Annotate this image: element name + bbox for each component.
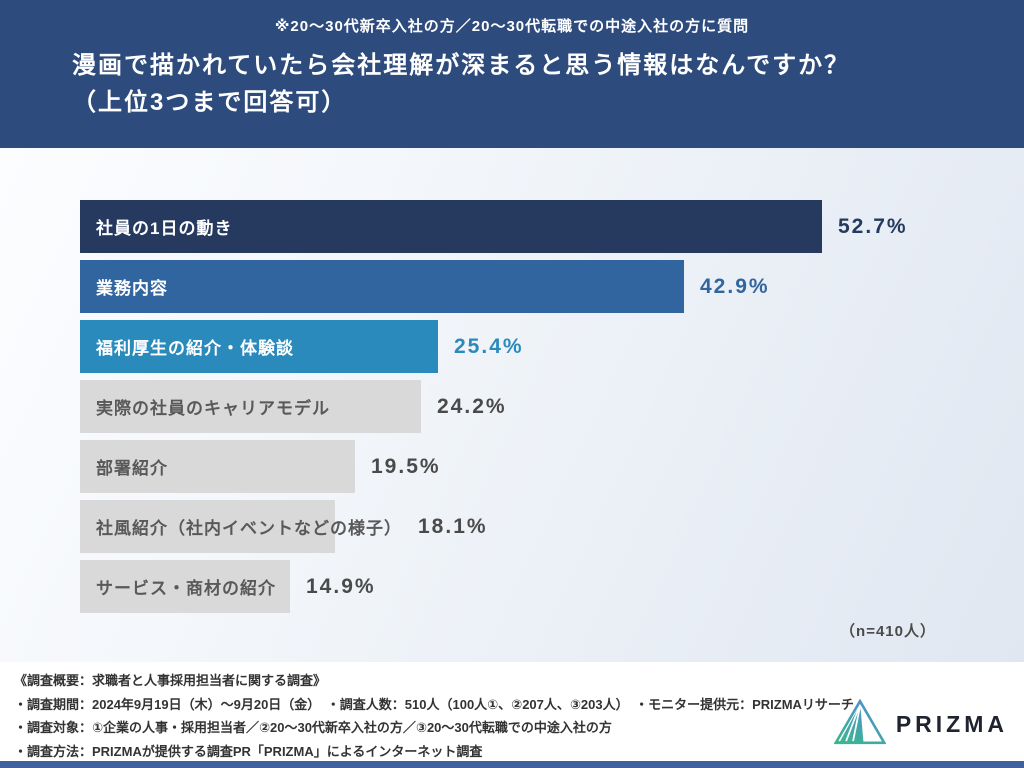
bar-fill bbox=[80, 380, 421, 433]
survey-footer: 《調査概要：求職者と人事採用担当者に関する調査》 ・調査期間：2024年9月19… bbox=[0, 662, 1024, 762]
bar-category-label: サービス・商材の紹介 bbox=[96, 579, 276, 598]
bar-category-label: 実際の社員のキャリアモデル bbox=[96, 399, 330, 418]
page-title-line2: （上位3つまで回答可） bbox=[72, 89, 348, 116]
bar-value-label: 52.7% bbox=[838, 214, 908, 238]
bar-chart: 社員の1日の動き 52.7% 業務内容 42.9% 福利厚生の紹介・体験談 25.4% 実際… bbox=[80, 200, 1024, 613]
prizma-logo: PRIZMA bbox=[833, 698, 1008, 750]
header: ※20〜30代新卒入社の方／20〜30代転職での中途入社の方に質問 漫画で描かれ… bbox=[0, 0, 1024, 148]
survey-subjects-line: ・調査対象：①企業の人事・採用担当者／②20〜30代新卒入社の方／③20〜30代… bbox=[14, 720, 612, 735]
prizma-logo-text: PRIZMA bbox=[895, 711, 1008, 737]
bar-category-label: 社風紹介（社内イベントなどの様子） bbox=[96, 519, 402, 538]
bar-category-label: 部署紹介 bbox=[96, 459, 168, 478]
bar-row: 実際の社員のキャリアモデル 24.2% bbox=[80, 380, 1024, 433]
bar-fill bbox=[80, 260, 684, 313]
bar-fill bbox=[80, 320, 438, 373]
bar-value-label: 24.2% bbox=[437, 394, 507, 418]
survey-period-line: ・調査期間：2024年9月19日（木）〜9月20日（金） ・調査人数：510人（… bbox=[14, 696, 854, 712]
bar-value-label: 25.4% bbox=[454, 334, 524, 358]
survey-overview-line: 《調査概要：求職者と人事採用担当者に関する調査》 bbox=[14, 673, 327, 688]
bar-row: 社風紹介（社内イベントなどの様子） 18.1% bbox=[80, 500, 1024, 553]
survey-target-note: ※20〜30代新卒入社の方／20〜30代転職での中途入社の方に質問 bbox=[274, 18, 750, 35]
bar-value-label: 14.9% bbox=[306, 574, 376, 598]
page-title-line1: 漫画で描かれていたら会社理解が深まると思う情報はなんですか？ bbox=[72, 52, 851, 79]
bar-fill bbox=[80, 440, 355, 493]
bar-row: 業務内容 42.9% bbox=[80, 260, 1024, 313]
survey-method-line: ・調査方法：PRIZMAが提供する調査PR「PRIZMA」によるインターネット調… bbox=[14, 743, 483, 759]
page-title: 漫画で描かれていたら会社理解が深まると思う情報はなんですか？ （上位3つまで回答… bbox=[72, 47, 984, 121]
bar-row: 社員の1日の動き 52.7% bbox=[80, 200, 1024, 253]
chart-area: 社員の1日の動き 52.7% 業務内容 42.9% 福利厚生の紹介・体験談 25.4% 実際… bbox=[0, 148, 1024, 662]
bar-category-label: 業務内容 bbox=[96, 279, 168, 298]
bar-value-label: 18.1% bbox=[418, 514, 488, 538]
prizma-prism-icon bbox=[833, 698, 887, 750]
bar-fill bbox=[80, 500, 335, 553]
bar-value-label: 19.5% bbox=[371, 454, 441, 478]
sample-size-note: （n=410人） bbox=[840, 623, 936, 640]
bar-category-label: 福利厚生の紹介・体験談 bbox=[96, 339, 294, 358]
bar-category-label: 社員の1日の動き bbox=[96, 219, 233, 238]
bar-fill bbox=[80, 200, 822, 253]
bar-row: 部署紹介 19.5% bbox=[80, 440, 1024, 493]
bar-fill bbox=[80, 560, 290, 613]
bottom-accent-strip bbox=[0, 761, 1024, 768]
bar-row: サービス・商材の紹介 14.9% bbox=[80, 560, 1024, 613]
bar-value-label: 42.9% bbox=[700, 274, 770, 298]
bar-row: 福利厚生の紹介・体験談 25.4% bbox=[80, 320, 1024, 373]
